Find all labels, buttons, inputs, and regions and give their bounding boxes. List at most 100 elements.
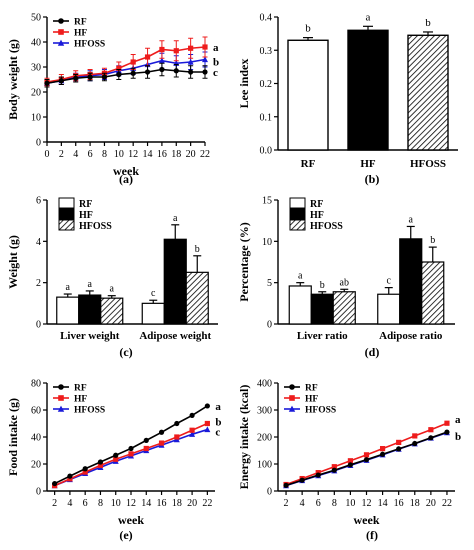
bar-rf [377, 293, 401, 325]
data-point [412, 433, 418, 439]
data-point [73, 75, 79, 81]
data-point [82, 469, 88, 475]
data-point [363, 452, 370, 458]
legend-entry: HF [79, 210, 93, 221]
x-tick-label: 2 [52, 498, 57, 509]
bar-hfoss [332, 291, 356, 325]
x-tick-label: 8 [332, 498, 337, 509]
data-point [128, 451, 134, 457]
data-point [173, 68, 179, 74]
y-tick-label: 15 [262, 196, 272, 207]
y-tick-label: 0 [36, 138, 41, 149]
legend-swatch [289, 208, 306, 220]
x-tick-label: 14 [378, 498, 388, 509]
data-point [87, 74, 93, 80]
category-label: Adipose weight [139, 330, 211, 342]
data-point [159, 66, 165, 73]
bar-hfoss [100, 297, 124, 325]
bar-hfoss [185, 271, 209, 325]
x-tick-label: 8 [98, 498, 103, 509]
x-tick-label: 14 [143, 149, 153, 160]
legend-entry: HF [305, 395, 318, 405]
legend-entry: RF [74, 18, 87, 28]
data-point [58, 384, 64, 390]
y-tick-label: 0 [36, 320, 41, 331]
data-point [174, 420, 180, 427]
legend-entry: HF [310, 210, 324, 221]
y-tick-label: 40 [31, 38, 41, 49]
significance-letter: b [455, 431, 461, 443]
data-point [363, 457, 370, 463]
x-tick-label: 20 [187, 498, 197, 509]
legend-entry: HFOSS [74, 40, 105, 50]
data-point [189, 431, 196, 437]
legend-entry: HFOSS [305, 406, 336, 416]
data-point [113, 456, 119, 462]
x-tick-label: 4 [67, 498, 72, 509]
data-point [189, 412, 195, 418]
data-point [396, 439, 402, 445]
data-point [113, 452, 119, 458]
significance-letter: c [151, 288, 156, 299]
x-tick-label: 18 [172, 498, 182, 509]
data-point [347, 462, 354, 468]
panel-caption: (b) [365, 172, 380, 186]
panel-caption: (e) [119, 528, 132, 542]
data-point [52, 480, 58, 487]
x-tick-label: 22 [200, 149, 210, 160]
y-tick-label: 10 [31, 113, 41, 124]
data-point [58, 78, 64, 84]
legend-swatch [58, 197, 75, 209]
data-point [44, 80, 50, 86]
y-tick-label: 200 [257, 433, 272, 444]
significance-letter: a [215, 401, 221, 413]
x-tick-label: 16 [394, 498, 404, 509]
data-point [444, 420, 450, 426]
significance-letter: c [213, 67, 218, 79]
significance-letter: b [430, 235, 435, 246]
data-point [144, 69, 151, 75]
significance-letter: b [195, 244, 200, 255]
bar-hf [163, 238, 187, 325]
data-point [58, 395, 64, 401]
panel-caption: (a) [119, 172, 133, 186]
x-tick-label: 18 [171, 149, 181, 160]
x-tick-label: 12 [362, 498, 372, 509]
bar-rf [56, 296, 80, 325]
data-point [379, 446, 386, 452]
data-point [188, 69, 194, 75]
y-tick-label: 0 [36, 487, 41, 498]
y-tick-label: 0.3 [260, 46, 273, 57]
y-tick-label: 20 [31, 460, 41, 471]
y-tick-label: 20 [31, 88, 41, 99]
y-tick-label: 0.0 [260, 146, 273, 157]
x-tick-label: 2 [284, 498, 289, 509]
y-tick-label: 0.1 [260, 112, 273, 123]
x-tick-label: 6 [316, 498, 321, 509]
data-point [97, 462, 104, 468]
legend-entry: HFOSS [310, 221, 343, 232]
bar-hf [310, 293, 334, 325]
data-point [58, 18, 64, 24]
y-tick-label: 100 [257, 460, 272, 471]
data-point [347, 458, 354, 464]
x-tick-label: 10 [345, 498, 355, 509]
legend-entry: RF [74, 384, 87, 394]
y-tick-label: 30 [31, 63, 41, 74]
y-tick-label: 50 [31, 13, 41, 24]
bar-rf [288, 285, 312, 325]
x-tick-label: 14 [141, 498, 151, 509]
data-point [82, 466, 88, 472]
y-tick-label: 400 [257, 379, 272, 390]
legend-swatch [58, 208, 75, 220]
data-point [283, 482, 289, 488]
panel-b-lee-index: 0.0 0.1 0.2 0.3 0.4 Lee index b RF a HF b HFOSS (b) [237, 11, 458, 186]
data-point [188, 45, 194, 51]
category-label: Adipose ratio [379, 330, 443, 342]
data-point [158, 429, 165, 435]
legend-entry: HF [74, 395, 87, 405]
data-point [159, 46, 165, 53]
data-point [58, 29, 64, 35]
legend-entry: HF [74, 29, 87, 39]
panel-c-organ-weight: 0 2 4 6 Weight (g) a a a Liver weight c a b Adipose … [6, 196, 218, 359]
